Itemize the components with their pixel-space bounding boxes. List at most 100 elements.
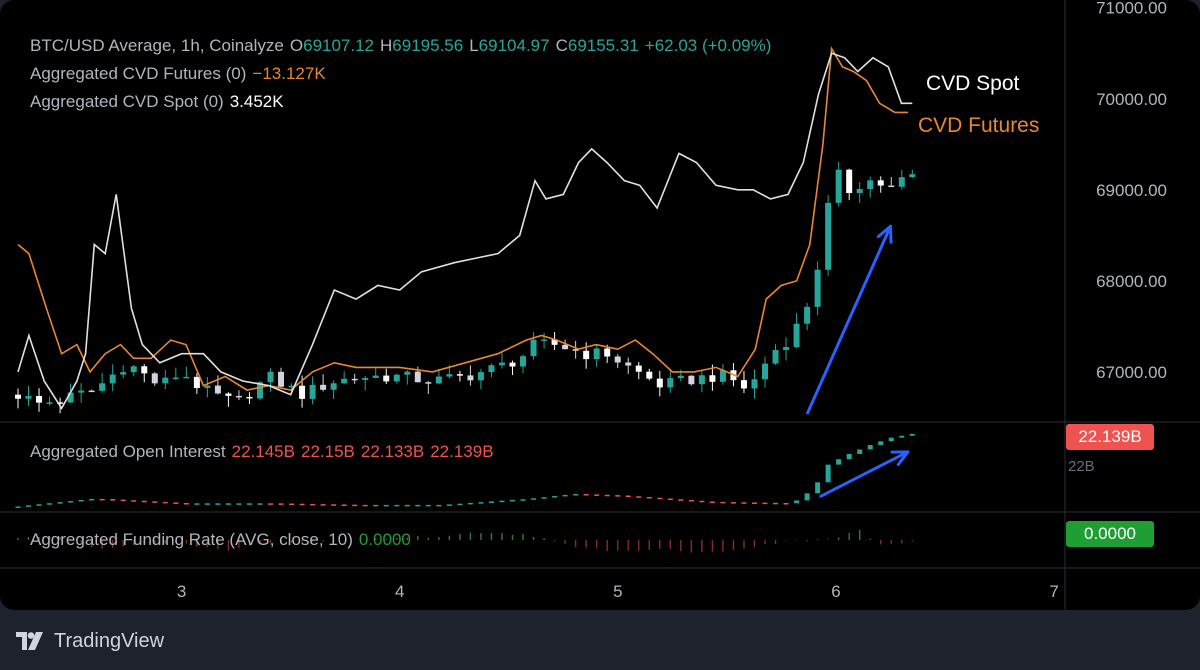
candle-body <box>414 371 421 383</box>
oi-candle <box>909 433 915 436</box>
oi-candle <box>836 459 842 465</box>
oi-candle <box>436 504 442 507</box>
candle-body <box>635 365 642 372</box>
candle-body <box>15 394 21 399</box>
candle-body <box>130 366 137 373</box>
chart-area[interactable]: 71000.00 70000.00 69000.00 68000.00 67000.00… <box>0 0 1200 610</box>
oi-candle <box>594 494 600 496</box>
candle-body <box>898 177 905 187</box>
oi-last-value-badge: 22.139B <box>1066 424 1154 450</box>
oi-candle <box>320 504 326 506</box>
y-tick-label: 68000.00 <box>1096 272 1167 291</box>
candle-body <box>656 378 663 388</box>
candle-body <box>278 371 285 387</box>
oi-candle <box>78 499 84 502</box>
oi-candle <box>299 503 305 506</box>
candle-body <box>372 375 379 378</box>
cvd-spot-legend: Aggregated CVD Spot (0) 3.452K <box>30 92 290 112</box>
candle-body <box>78 390 85 393</box>
chart-svg: 71000.00 70000.00 69000.00 68000.00 67000.00… <box>0 0 1200 610</box>
high-value: 69195.56 <box>392 36 464 55</box>
oi-value-1: 22.145B <box>231 442 295 461</box>
open-label: O <box>289 36 304 55</box>
candle-body <box>719 370 726 382</box>
candle-body <box>625 362 632 366</box>
candle-body <box>888 185 895 188</box>
oi-candle <box>720 501 726 504</box>
oi-candle <box>762 502 768 505</box>
oi-candle <box>804 493 810 501</box>
candle-body <box>709 375 716 382</box>
oi-candle <box>499 500 505 503</box>
candle-body <box>772 349 779 364</box>
candle-body <box>688 375 695 385</box>
oi-candle <box>520 499 526 501</box>
candle-body <box>88 390 95 393</box>
funding-value: 0.0000 <box>358 530 411 549</box>
candle-body <box>204 385 211 389</box>
close-label: C <box>555 36 568 55</box>
x-tick-label: 5 <box>613 582 622 601</box>
oi-value-3: 22.133B <box>360 442 425 461</box>
candle-body <box>151 373 158 384</box>
oi-candle <box>552 496 558 498</box>
y-tick-label: 70000.00 <box>1096 90 1167 109</box>
candle-body <box>57 402 64 404</box>
oi-candle <box>310 503 316 506</box>
oi-candle <box>404 504 410 507</box>
oi-candle <box>667 498 673 501</box>
oi-candle <box>857 449 863 454</box>
candle-body <box>509 362 516 367</box>
candle-body <box>299 385 306 399</box>
candle-body <box>446 374 453 377</box>
candle-body <box>646 371 653 379</box>
oi-candle <box>583 494 589 496</box>
oi-candle <box>773 502 779 505</box>
cvd-spot-value: 3.452K <box>229 92 284 111</box>
oi-candle <box>278 503 284 505</box>
oi-candle <box>394 504 400 507</box>
oi-candle <box>541 497 547 499</box>
candle-body <box>793 323 800 348</box>
candle-body <box>172 377 179 380</box>
oi-value-4: 22.139B <box>430 442 494 461</box>
oi-candle <box>699 500 705 503</box>
oi-candle <box>678 499 684 501</box>
cvd-spot-line <box>17 52 913 410</box>
oi-candle <box>57 502 63 504</box>
oi-candle <box>362 504 368 507</box>
oi-axis-partial-label: 22B <box>1068 458 1095 475</box>
candle-body <box>551 339 558 345</box>
oi-candle <box>510 499 516 502</box>
oi-candle <box>425 504 431 507</box>
cvd-spot-annotation: CVD Spot <box>926 72 1020 95</box>
candle-body <box>383 375 390 382</box>
candle-body <box>141 366 148 374</box>
oi-candle <box>246 503 252 505</box>
candle-body <box>99 383 106 391</box>
cvd-futures-annotation: CVD Futures <box>918 114 1040 137</box>
oi-candle <box>215 503 221 505</box>
candle-body <box>46 402 53 404</box>
oi-trend-arrow-head <box>890 450 910 467</box>
candle-body <box>267 371 274 383</box>
footer: TradingView <box>16 628 164 654</box>
oi-candle <box>751 502 757 504</box>
low-value: 69104.97 <box>478 36 550 55</box>
open-value: 69107.12 <box>303 36 375 55</box>
candle-body <box>256 382 263 399</box>
candle-body <box>393 374 400 382</box>
oi-candle <box>352 504 358 507</box>
x-tick-label: 3 <box>177 582 186 601</box>
candle-body <box>698 375 705 385</box>
candle-body <box>214 385 221 394</box>
oi-candle <box>636 496 642 498</box>
candle-body <box>740 380 747 389</box>
candle-body <box>225 393 232 396</box>
candle-body <box>193 376 200 389</box>
oi-candle <box>573 494 579 496</box>
candle-body <box>604 348 611 357</box>
y-tick-label: 71000.00 <box>1096 0 1167 18</box>
candle-body <box>751 379 758 389</box>
x-tick-label: 7 <box>1049 582 1058 601</box>
